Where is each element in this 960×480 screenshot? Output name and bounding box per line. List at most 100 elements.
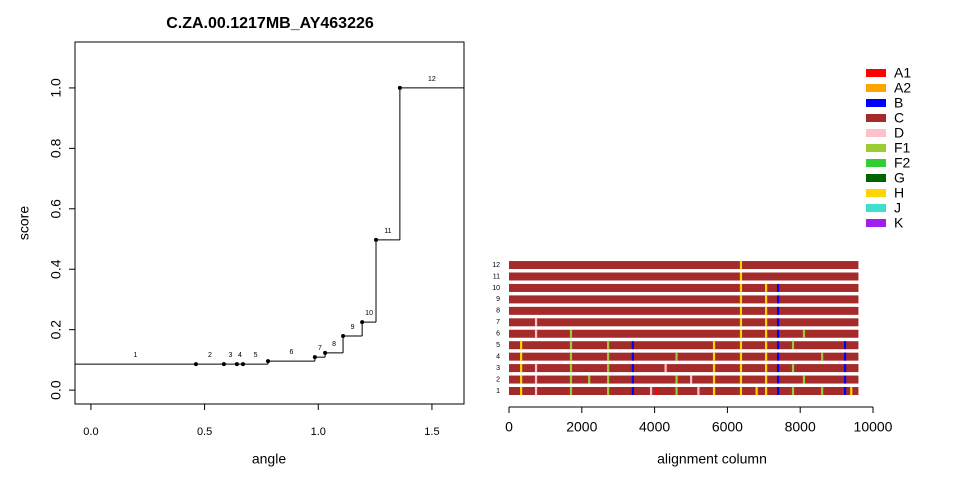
subtype-stripe [791,341,795,350]
row-bar [509,272,859,281]
subtype-stripe [739,295,743,304]
segment-label: 7 [318,345,322,352]
subtype-stripe [739,352,743,361]
subtype-stripe [631,364,634,373]
row-label: 5 [496,342,500,349]
legend-swatch [866,144,886,152]
y-axis-label: score [16,206,32,240]
subtype-stripe [534,329,538,338]
subtype-stripe [569,364,573,373]
subtype-stripe [739,261,743,270]
subtype-stripe [712,364,716,373]
x-tick-label: 8000 [785,419,816,435]
subtype-stripe [631,341,634,350]
row-bar [509,329,859,338]
row-label: 12 [492,262,500,269]
step-point [266,359,271,364]
row-bar [509,306,859,315]
subtype-stripe [739,272,743,281]
row-bar [509,352,859,361]
subtype-stripe [821,352,824,361]
x-tick-label: 4000 [639,419,670,435]
row-bar [509,375,859,384]
subtype-stripe [607,375,610,384]
legend-label: B [894,95,903,111]
subtype-stripe [776,295,780,304]
step-point [360,320,365,325]
segment-label: 4 [238,352,242,359]
segment-label: 3 [228,352,232,359]
step-point [241,362,246,367]
y-tick-label: 0.6 [48,199,64,219]
row-label: 1 [496,388,500,395]
subtype-stripe [712,341,716,350]
row-label: 2 [496,376,500,383]
step-point [374,237,379,242]
y-tick-label: 0.2 [48,320,64,340]
subtype-stripe [764,318,768,327]
subtype-stripe [534,375,538,384]
subtype-stripe [739,341,743,350]
subtype-stripe [569,375,573,384]
row-bar [509,318,859,327]
row-label: 10 [492,285,500,292]
subtype-stripe [755,387,758,395]
subtype-stripe [791,387,795,395]
subtype-stripe [764,329,768,338]
subtype-stripe [631,387,634,395]
legend-swatch [866,129,886,137]
step-point [312,355,317,360]
row-label: 4 [496,353,500,360]
row-label: 9 [496,296,500,303]
subtype-stripe [664,364,667,373]
subtype-stripe [764,352,768,361]
legend-label: A1 [894,65,911,81]
subtype-stripe [802,375,806,384]
legend-label: K [894,215,904,231]
legend-label: F2 [894,155,911,171]
subtype-stripe [520,375,523,384]
subtype-stripe [655,387,658,395]
subtype-stripe [588,375,591,384]
row-label: 7 [496,319,500,326]
subtype-stripe [739,318,743,327]
legend-swatch [866,174,886,182]
subtype-stripe [520,352,523,361]
subtype-stripe [712,352,716,361]
subtype-stripe [520,341,523,350]
row-label: 8 [496,308,500,315]
legend-label: A2 [894,80,911,96]
subtype-stripe [607,364,610,373]
y-tick-label: 1.0 [48,78,64,98]
subtype-stripe [739,283,743,292]
row-bar [509,364,859,373]
segment-label: 6 [289,349,293,356]
x-tick-label: 2000 [566,419,597,435]
subtype-stripe [534,318,538,327]
subtype-stripe [764,283,768,292]
x-axis-label: alignment column [657,451,767,467]
row-bar [509,261,859,270]
subtype-stripe [631,352,634,361]
row-bar [509,283,859,292]
subtype-stripe [690,375,693,384]
subtype-stripe [850,387,853,395]
subtype-stripe [534,364,538,373]
legend-swatch [866,114,886,122]
legend-label: C [894,110,904,126]
subtype-stripe [764,295,768,304]
segment-label: 12 [428,76,436,83]
subtype-stripe [776,306,780,315]
legend-swatch [866,189,886,197]
y-tick-label: 0.8 [48,138,64,158]
x-tick-label: 6000 [712,419,743,435]
subtype-stripe [776,387,780,395]
step-point [323,350,328,355]
row-bar [509,295,859,304]
subtype-stripe [569,387,573,395]
subtype-stripe [569,352,573,361]
subtype-stripe [776,375,780,384]
y-tick-label: 0.4 [48,259,64,279]
